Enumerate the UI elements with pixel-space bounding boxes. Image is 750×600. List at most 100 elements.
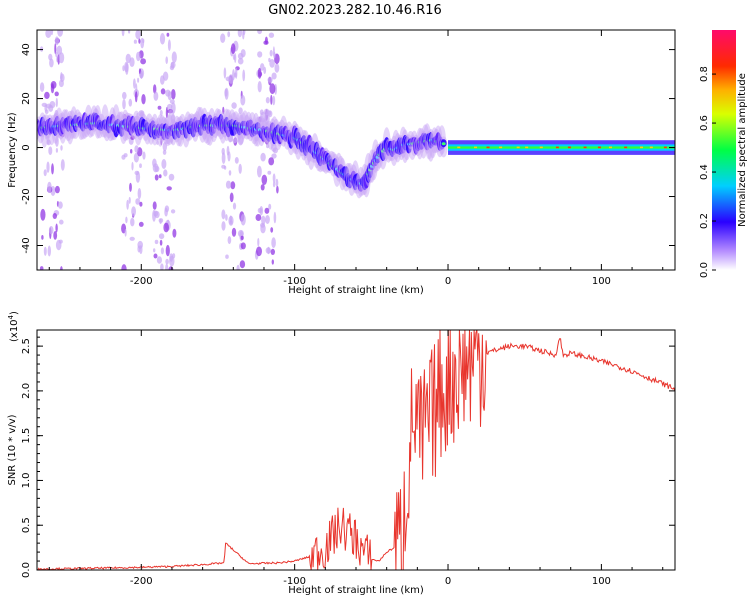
- steady-band-peak: [499, 146, 503, 149]
- colorbar-gradient: [712, 30, 736, 270]
- noise-blob: [167, 219, 170, 224]
- colorbar-tick-label: 0.2: [699, 213, 710, 229]
- noise-blob: [130, 149, 133, 154]
- y-tick-label: 20: [21, 92, 32, 105]
- noise-blob: [164, 207, 168, 217]
- noise-blob: [54, 91, 59, 97]
- noise-blob: [225, 180, 232, 189]
- noise-blob: [163, 222, 169, 233]
- x-tick-label: -100: [283, 576, 306, 587]
- noise-blob: [135, 30, 141, 40]
- noise-blob: [268, 57, 271, 63]
- noise-blob: [53, 231, 58, 240]
- noise-blob: [267, 76, 273, 83]
- noise-blob: [169, 99, 175, 104]
- noise-blob: [266, 110, 272, 116]
- colorbar-tick-label: 0.0: [699, 262, 710, 278]
- spectrogram-y-label: Frequency (Hz): [7, 112, 18, 188]
- noise-blob: [154, 174, 159, 181]
- steady-band-peak: [663, 146, 667, 149]
- y-tick-label: 2.5: [21, 338, 32, 354]
- noise-blob: [257, 237, 260, 247]
- noise-blob: [52, 213, 57, 219]
- noise-blob: [123, 153, 128, 158]
- noise-blob: [46, 103, 52, 109]
- noise-blob: [167, 91, 172, 101]
- x-tick-label: 100: [592, 276, 611, 287]
- steady-band-core: [448, 146, 675, 149]
- noise-blob: [160, 247, 164, 255]
- noise-blob: [271, 237, 276, 249]
- noise-blob: [126, 199, 129, 210]
- noise-blob: [134, 145, 139, 153]
- noise-blob: [275, 178, 279, 187]
- noise-blob: [260, 184, 265, 191]
- noise-blob: [171, 51, 177, 63]
- y-tick-label: 0.0: [21, 562, 32, 578]
- noise-blob: [154, 239, 159, 245]
- noise-blob: [269, 49, 273, 57]
- noise-blob: [274, 63, 280, 73]
- noise-blob: [54, 185, 60, 194]
- noise-blob: [269, 59, 275, 68]
- noise-blob: [50, 83, 55, 94]
- snr-ticks: -200 -100 0 100 0.0 0.5 1.0 1.5 2.0 2.5: [21, 330, 675, 587]
- noise-blob: [44, 91, 50, 99]
- noise-blob: [141, 94, 146, 105]
- noise-blob: [60, 145, 63, 151]
- noise-blob: [121, 264, 127, 270]
- noise-blob: [221, 209, 226, 220]
- noise-blob: [257, 81, 262, 93]
- noise-blob: [267, 246, 270, 255]
- noise-blob: [255, 214, 262, 221]
- colorbar-ticks: 0.0 0.2 0.4 0.6 0.8: [699, 66, 716, 278]
- noise-blob: [55, 51, 58, 58]
- noise-blob: [157, 105, 162, 110]
- noise-blob: [271, 72, 277, 80]
- steady-band-peak: [567, 146, 571, 149]
- noise-blob: [134, 170, 140, 176]
- colorbar-tick-label: 0.6: [699, 115, 710, 131]
- noise-blob: [50, 30, 54, 36]
- noise-blob: [167, 39, 171, 51]
- x-tick-label: 0: [445, 576, 451, 587]
- noise-blob: [43, 246, 47, 256]
- noise-blob: [152, 201, 157, 210]
- noise-blob: [257, 30, 262, 35]
- noise-blob: [49, 58, 54, 68]
- y-tick-label: 1.0: [21, 472, 32, 488]
- noise-blob: [47, 181, 52, 194]
- noise-blob: [160, 263, 164, 270]
- noise-blob: [257, 207, 263, 214]
- noise-blob: [131, 206, 137, 217]
- noise-blob: [230, 43, 236, 55]
- noise-blob: [169, 255, 175, 267]
- noise-blob: [165, 106, 168, 119]
- steady-band-peak: [457, 146, 461, 149]
- noise-blob: [137, 188, 142, 200]
- noise-blob: [40, 208, 46, 221]
- noise-blob: [268, 32, 275, 38]
- noise-blob: [154, 211, 160, 219]
- noise-blob: [153, 84, 157, 94]
- noise-blob: [125, 53, 131, 64]
- noise-blob: [263, 40, 269, 45]
- noise-blob: [273, 52, 276, 59]
- noise-blob: [153, 91, 159, 101]
- noise-blob: [229, 192, 234, 203]
- noise-blob: [130, 217, 135, 227]
- x-tick-label: 0: [445, 276, 451, 287]
- noise-blob: [227, 31, 231, 38]
- noise-blob: [221, 152, 226, 165]
- noise-blob: [239, 260, 246, 269]
- noise-blob: [125, 216, 128, 224]
- noise-blob: [270, 227, 274, 233]
- noise-blob: [166, 32, 170, 37]
- steady-band-peak: [516, 146, 520, 149]
- noise-blob: [121, 30, 125, 37]
- noise-blob: [170, 209, 176, 214]
- noise-blob: [171, 89, 176, 100]
- noise-blob: [264, 207, 270, 214]
- noise-blob: [159, 239, 163, 246]
